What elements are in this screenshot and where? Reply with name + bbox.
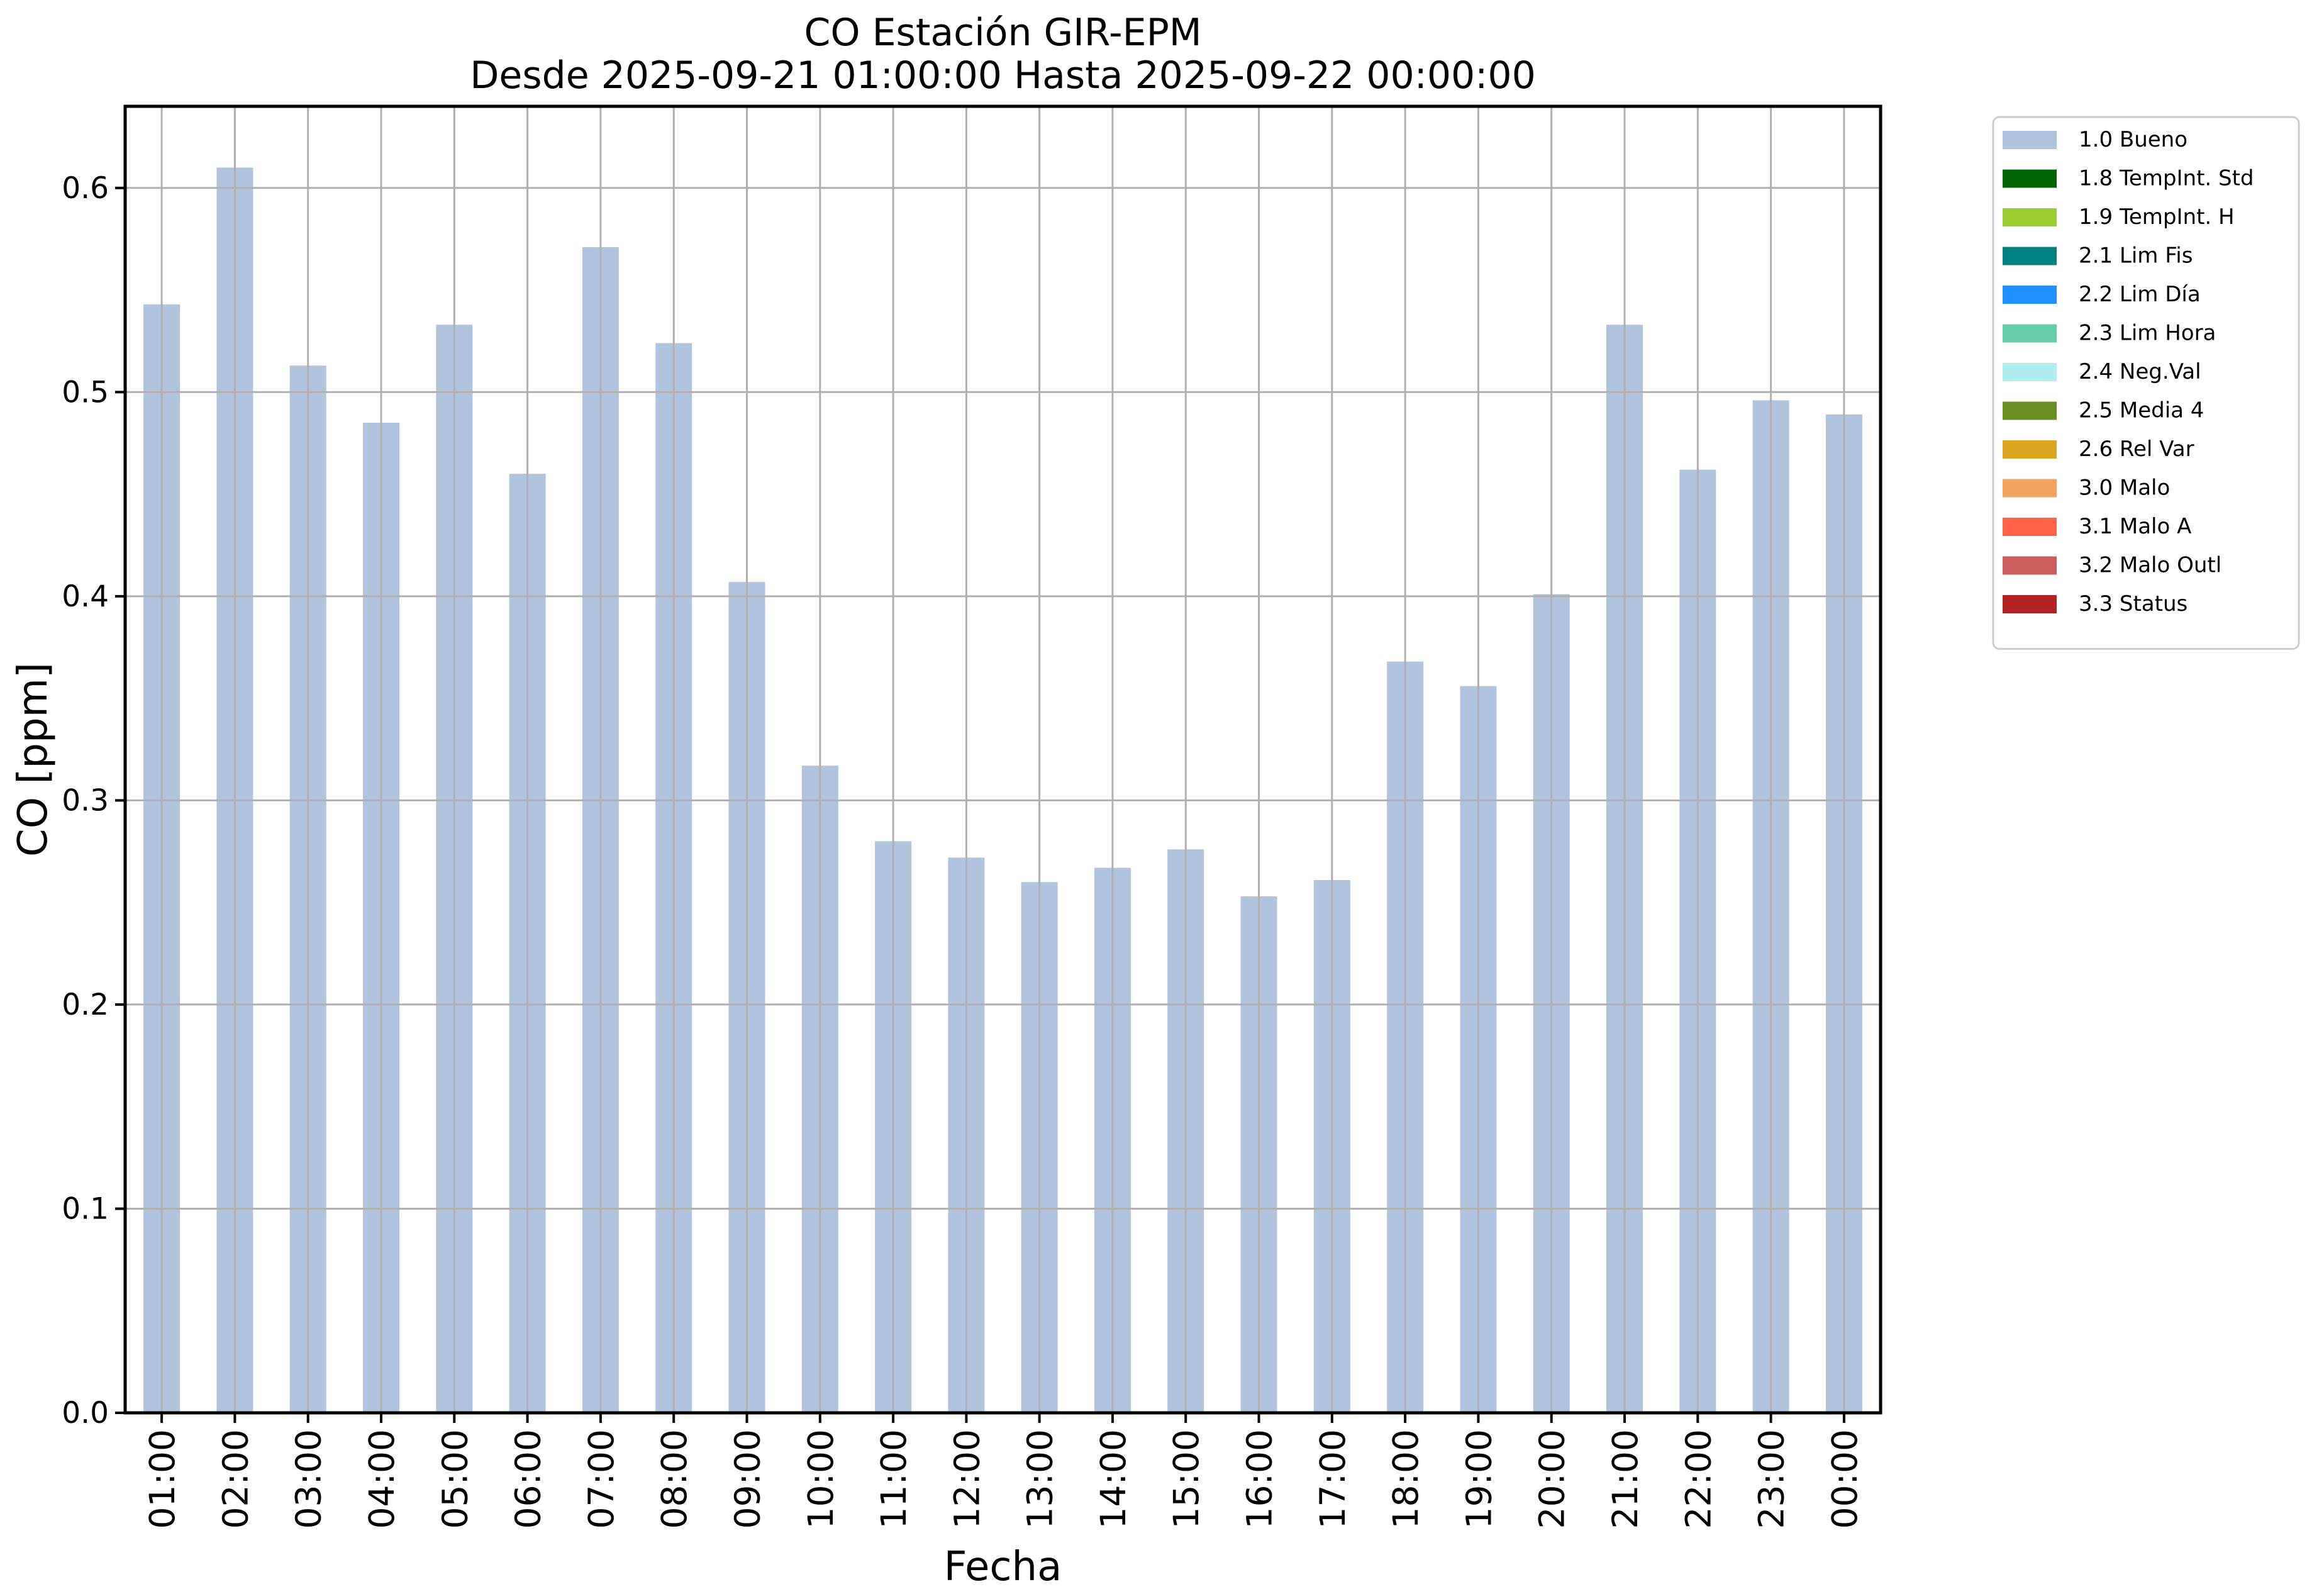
x-tick-label: 08:00 (654, 1429, 694, 1529)
legend-swatch (2003, 401, 2057, 420)
legend-swatch (2003, 286, 2057, 304)
legend-label: 2.1 Lim Fis (2079, 243, 2193, 269)
x-tick-label: 06:00 (508, 1429, 548, 1529)
legend-label: 1.9 TempInt. H (2079, 204, 2235, 230)
x-tick-label: 11:00 (874, 1429, 914, 1529)
x-tick-label: 16:00 (1240, 1429, 1280, 1529)
gridlines-group (125, 106, 1881, 1413)
x-tick-label: 23:00 (1752, 1429, 1792, 1529)
x-tick-label: 17:00 (1313, 1429, 1353, 1529)
x-tick-label: 01:00 (142, 1429, 182, 1529)
legend-label: 2.2 Lim Día (2079, 282, 2201, 307)
axes-spines (123, 104, 1882, 1415)
x-tick-label: 02:00 (215, 1429, 255, 1529)
legend-label: 3.3 Status (2079, 591, 2188, 616)
y-tick-label: 0.6 (62, 171, 109, 206)
legend-swatch (2003, 518, 2057, 536)
legend-swatch (2003, 208, 2057, 226)
x-tick-label: 13:00 (1020, 1429, 1060, 1529)
x-tick-label: 09:00 (728, 1429, 768, 1529)
legend-label: 3.0 Malo (2079, 476, 2170, 501)
legend-swatch (2003, 595, 2057, 613)
x-tick-label: 21:00 (1605, 1429, 1645, 1529)
legend-swatch (2003, 324, 2057, 343)
x-axis-label: Fecha (944, 1544, 1062, 1590)
x-tick-label: 19:00 (1459, 1429, 1499, 1529)
x-tick-label: 15:00 (1166, 1429, 1206, 1529)
legend-label: 3.1 Malo A (2079, 514, 2191, 539)
x-tick-label: 04:00 (362, 1429, 402, 1529)
chart-title: CO Estación GIR-EPM (804, 11, 1201, 55)
legend-swatch (2003, 247, 2057, 265)
legend-swatch (2003, 479, 2057, 498)
legend-swatch (2003, 363, 2057, 381)
x-tick-label: 03:00 (289, 1429, 329, 1529)
y-tick-label: 0.2 (62, 988, 109, 1022)
legend-label: 1.8 TempInt. Std (2079, 166, 2254, 191)
legend-label: 3.2 Malo Outl (2079, 553, 2221, 578)
x-tick-label: 20:00 (1532, 1429, 1572, 1529)
legend-swatch (2003, 556, 2057, 575)
y-tick-label: 0.4 (62, 579, 109, 614)
y-tick-label: 0.0 (62, 1396, 109, 1430)
x-tick-label: 07:00 (581, 1429, 621, 1529)
legend: 1.0 Bueno 1.8 TempInt. Std 1.9 TempInt. H 2… (1992, 116, 2300, 650)
y-tick-label: 0.3 (62, 783, 109, 818)
legend-label: 1.0 Bueno (2079, 127, 2188, 152)
legend-box (1992, 116, 2300, 650)
ticks-group (115, 186, 1845, 1423)
x-tick-label: 14:00 (1093, 1429, 1133, 1529)
y-tick-labels: 0.0 0.1 0.2 0.3 0.4 0.5 0.6 (62, 171, 109, 1430)
x-tick-label: 05:00 (435, 1429, 475, 1529)
legend-swatch (2003, 169, 2057, 188)
x-tick-labels: 01:00 02:00 03:00 04:00 05:00 06:00 07:00 08:00… (142, 1429, 1865, 1529)
chart-subtitle: Desde 2025-09-21 01:00:00 Hasta 2025-09-… (470, 53, 1536, 98)
legend-label: 2.5 Media 4 (2079, 398, 2204, 423)
y-tick-label: 0.1 (62, 1192, 109, 1227)
legend-label: 2.3 Lim Hora (2079, 321, 2216, 346)
x-tick-label: 22:00 (1678, 1429, 1718, 1529)
legend-label: 2.4 Neg.Val (2079, 359, 2201, 384)
legend-label: 2.6 Rel Var (2079, 437, 2194, 462)
x-tick-label: 10:00 (801, 1429, 841, 1529)
x-tick-label: 18:00 (1386, 1429, 1426, 1529)
x-tick-label: 12:00 (947, 1429, 987, 1529)
legend-swatch (2003, 131, 2057, 149)
y-axis-label: CO [ppm] (10, 662, 57, 857)
legend-swatch (2003, 440, 2057, 459)
y-tick-label: 0.5 (62, 375, 109, 410)
x-tick-label: 00:00 (1825, 1429, 1865, 1529)
